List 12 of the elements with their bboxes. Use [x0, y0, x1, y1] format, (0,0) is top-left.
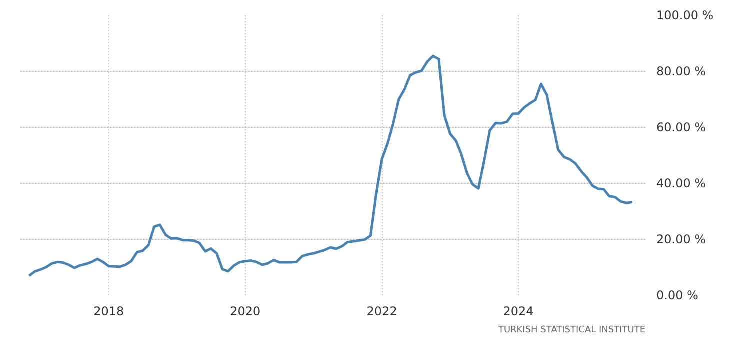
x-tick-label: 2024	[503, 304, 534, 318]
line-series	[28, 54, 634, 278]
y-tick-label: 0.00 %	[656, 288, 698, 302]
x-tick-label: 2022	[366, 304, 398, 318]
y-tick-label: 20.00 %	[656, 232, 706, 246]
y-tick-label: 40.00 %	[656, 176, 706, 190]
x-tick-label: 2018	[94, 304, 124, 318]
y-tick-label: 60.00 %	[656, 120, 706, 134]
text: TURKISH STATISTICAL INSTITUTE	[497, 326, 646, 336]
y-tick-label: 80.00 %	[656, 64, 706, 78]
y-tick-label: 100.00 %	[656, 8, 714, 22]
x-tick-label: 2020	[230, 304, 261, 318]
